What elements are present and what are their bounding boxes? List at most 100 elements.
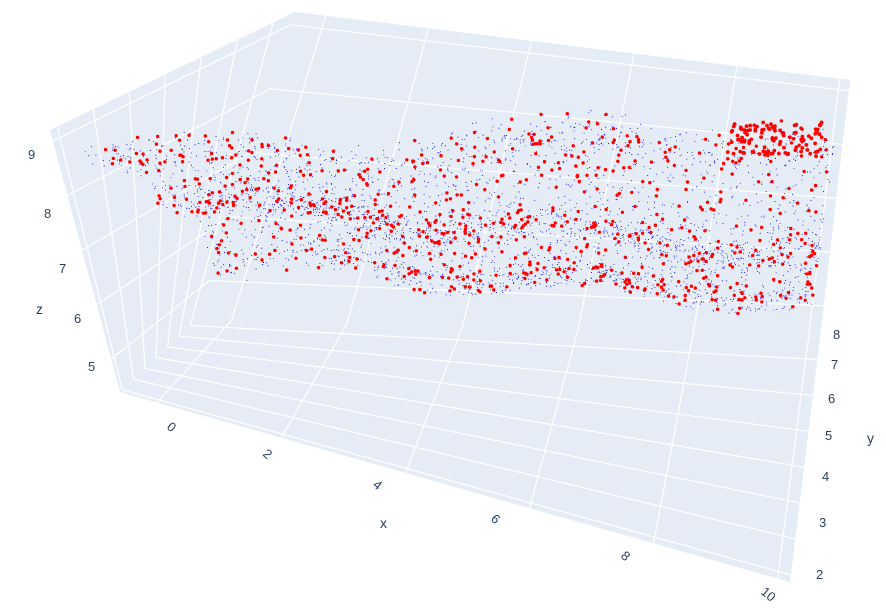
dense-point [328,207,330,209]
dense-point [637,250,639,252]
dense-point [386,235,388,237]
dense-point [286,201,287,203]
dense-point [789,281,791,283]
z-gridline-back [209,280,824,307]
dense-point [504,289,506,291]
dense-point [392,267,393,269]
dense-point [575,123,577,124]
dense-point [511,152,513,154]
dense-point [220,171,222,173]
dense-point [740,215,742,217]
dense-point [520,283,522,285]
dense-point [632,256,634,258]
dense-point [366,213,368,215]
dense-point [629,289,631,291]
dense-point [302,206,303,207]
dense-point [679,133,681,135]
dense-point [557,215,559,217]
dense-point [560,282,562,284]
dense-point [804,294,806,296]
dense-point [464,167,466,169]
dense-point [228,196,230,198]
dense-point [391,178,393,180]
dense-point [344,264,346,266]
dense-point [764,309,766,311]
z-gridline-left [52,24,292,142]
dense-point [421,148,422,150]
dense-point [261,230,263,232]
dense-point [827,178,829,180]
dense-point [464,139,466,141]
dense-point [563,268,564,270]
dense-point [385,234,387,236]
dense-point [330,249,332,251]
dense-point [521,233,523,235]
dense-point [385,263,387,265]
dense-point [478,214,480,216]
dense-point [534,200,536,201]
dense-point [579,260,581,262]
dense-point [548,187,550,189]
dense-point [571,228,572,230]
dense-point [605,266,607,268]
dense-point [541,209,543,211]
dense-point [404,237,405,239]
dense-point [355,226,356,228]
dense-point [308,264,310,266]
dense-point [442,235,444,237]
dense-point [787,271,789,273]
dense-point [300,215,302,217]
y-gridline-wall [178,39,238,337]
dense-point [602,270,604,272]
dense-point [629,127,631,129]
dense-point [514,164,516,166]
dense-point [681,154,683,156]
z-gridline-left [110,280,210,360]
dense-point [206,170,208,172]
dense-point [388,181,390,183]
dense-point [491,260,493,262]
dense-point [245,236,247,238]
dense-point [174,200,176,202]
dense-point [388,252,390,254]
dense-point [697,293,699,295]
dense-point [412,196,414,198]
dense-point [472,294,474,296]
dense-point [412,162,414,164]
dense-point [666,290,668,292]
dense-point [432,274,434,276]
dense-point [693,260,695,262]
dense-point [713,161,715,163]
dense-point [257,216,259,218]
dense-point [663,138,665,140]
dense-point [190,164,192,166]
dense-point [550,273,552,275]
dense-point [383,154,385,156]
dense-point [429,238,431,240]
dense-point [816,245,818,247]
dense-point [272,203,273,205]
dense-point [462,273,464,275]
dense-point [463,169,465,171]
dense-point [376,227,378,228]
dense-point [492,228,494,230]
dense-point [586,203,588,205]
dense-point [251,254,253,256]
dense-point [369,237,371,239]
dense-point [769,266,771,268]
dense-point [228,193,230,195]
dense-point [714,162,716,164]
dense-point [127,156,129,158]
dense-point [711,129,713,131]
dense-point [267,265,269,267]
dense-point [250,188,252,190]
dense-point [513,229,515,231]
dense-point [589,196,591,198]
dense-point [529,143,531,145]
dense-point [242,259,244,260]
dense-point [343,249,344,251]
dense-point [613,263,615,265]
dense-point [785,165,787,167]
dense-point [482,260,484,262]
